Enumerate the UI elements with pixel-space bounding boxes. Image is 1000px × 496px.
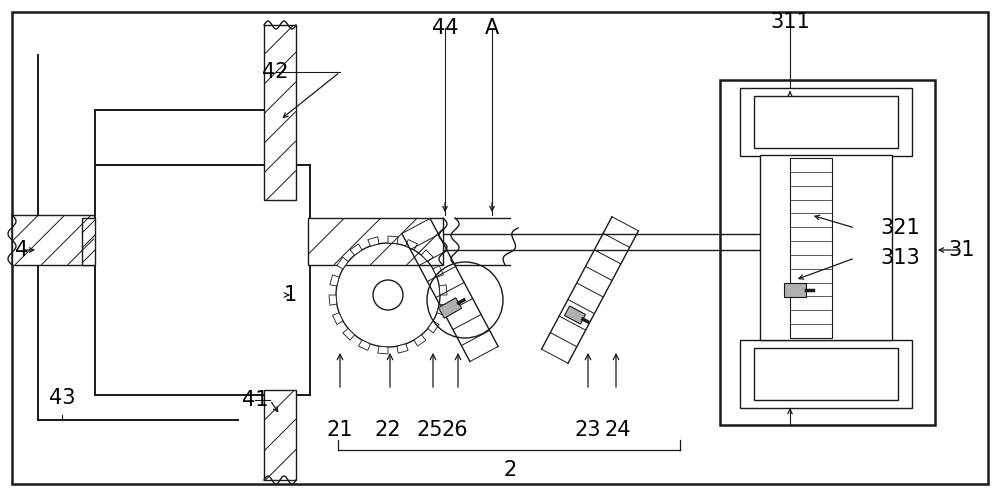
Polygon shape	[565, 306, 585, 324]
Bar	[740, 340, 912, 408]
Polygon shape	[406, 240, 418, 250]
Text: 24: 24	[605, 420, 631, 440]
Bar	[754, 96, 898, 148]
Polygon shape	[358, 340, 370, 351]
Polygon shape	[397, 344, 408, 353]
Bar	[264, 25, 296, 200]
Text: A: A	[485, 18, 499, 38]
Polygon shape	[438, 298, 462, 318]
Polygon shape	[784, 283, 806, 297]
Bar	[760, 155, 892, 340]
Polygon shape	[337, 257, 348, 269]
Bar	[720, 80, 935, 425]
Text: 2: 2	[503, 460, 517, 480]
Text: 43: 43	[49, 388, 75, 408]
Bar	[754, 348, 898, 400]
Text: 44: 44	[432, 18, 458, 38]
Text: 21: 21	[327, 420, 353, 440]
Text: 4: 4	[15, 240, 29, 260]
Polygon shape	[350, 244, 362, 255]
Bar	[740, 88, 912, 156]
Polygon shape	[388, 236, 398, 244]
Text: 25: 25	[417, 420, 443, 440]
Text: 321: 321	[880, 218, 920, 238]
Text: 23: 23	[575, 420, 601, 440]
Text: 22: 22	[375, 420, 401, 440]
Text: 26: 26	[442, 420, 468, 440]
Polygon shape	[343, 328, 355, 340]
Polygon shape	[378, 346, 388, 354]
Polygon shape	[428, 321, 439, 333]
Polygon shape	[439, 285, 447, 295]
Text: 313: 313	[880, 248, 920, 268]
Bar	[95, 110, 280, 165]
Polygon shape	[421, 250, 433, 261]
Text: 41: 41	[242, 390, 268, 410]
Polygon shape	[414, 335, 426, 346]
Bar	[95, 165, 310, 395]
Text: 31: 31	[949, 240, 975, 260]
Text: 42: 42	[262, 62, 288, 82]
Bar	[12, 215, 94, 265]
Text: 1: 1	[283, 285, 297, 305]
Bar	[308, 218, 443, 265]
Bar	[264, 390, 296, 480]
Polygon shape	[368, 237, 379, 246]
Text: 311: 311	[770, 12, 810, 32]
Bar	[790, 158, 832, 338]
Polygon shape	[433, 265, 443, 277]
Polygon shape	[333, 313, 343, 324]
Polygon shape	[329, 295, 337, 305]
Polygon shape	[330, 275, 339, 286]
Bar	[82, 218, 95, 265]
Polygon shape	[437, 304, 446, 315]
